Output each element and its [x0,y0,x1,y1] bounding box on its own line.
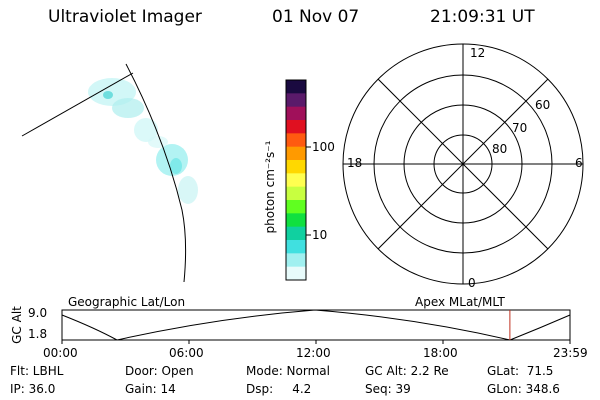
mlt-label-0: 0 [468,276,476,290]
geo-grid-line [21,72,134,137]
time-tick-label: 23:59 [553,346,588,360]
time-tick-label: 12:00 [296,346,331,360]
altitude-max-label: 9.0 [28,306,48,320]
aurora-emission [88,78,198,204]
glon-info: GLon: 348.6 [487,382,560,396]
mlt-label-18: 18 [347,156,363,170]
colorbar-segment [286,93,306,108]
colorbar-label-10: 10 [312,228,328,242]
colorbar-frame [285,79,307,281]
colorbar-segment [286,253,306,268]
mlt-label-6: 6 [575,156,583,170]
colorbar-segment [286,213,306,228]
colorbar-segment [286,173,306,188]
filter-info: Flt: LBHL [10,364,64,378]
instrument-title: Ultraviolet Imager [48,7,202,27]
altitude-axis-title: GC Alt [10,306,24,344]
mlt-label-12: 12 [470,46,486,60]
colorbar-segment [286,200,306,214]
time-ticks [61,340,571,344]
gain-info: Gain: 14 [125,382,176,396]
time-tick-label: 06:00 [169,346,204,360]
time-label: 21:09:31 UT [430,7,535,27]
lat-label-60: 60 [535,98,551,112]
colorbar-segment [286,106,306,121]
polar-diagonal-2 [377,78,549,250]
colorbar-label-100: 100 [312,140,335,154]
colorbar-segment [286,266,306,281]
colorbar-segment [286,133,306,148]
mode-info: Mode: Normal [246,364,330,378]
lat-label-70: 70 [512,121,528,135]
ip-info: IP: 36.0 [10,382,56,396]
door-info: Door: Open [125,364,194,378]
geo-grid-curve [125,63,187,283]
colorbar-segment [286,186,306,201]
colorbar-unit-label: photon cm⁻²s⁻¹ [263,140,277,234]
colorbar [286,80,306,281]
dsp-info: Dsp: 4.2 [246,382,312,396]
apex-label: Apex MLat/MLT [415,295,505,309]
lat-label-80: 80 [492,142,508,156]
colorbar-segment [286,80,306,94]
altitude-min-label: 1.8 [28,327,48,341]
colorbar-segment [286,160,306,174]
colorbar-segment [286,226,306,241]
colorbar-segment [286,240,306,254]
sequence-info: Seq: 39 [365,382,411,396]
time-tick-label: 00:00 [43,346,78,360]
colorbar-segment [286,146,306,161]
date-label: 01 Nov 07 [272,7,360,27]
glat-info: GLat: 71.5 [487,364,554,378]
time-tick-label: 18:00 [423,346,458,360]
gc-altitude-info: GC Alt: 2.2 Re [365,364,449,378]
polar-grid [342,43,584,285]
colorbar-segment [286,120,306,134]
geographic-label: Geographic Lat/Lon [68,295,186,309]
altitude-curve [61,309,571,341]
